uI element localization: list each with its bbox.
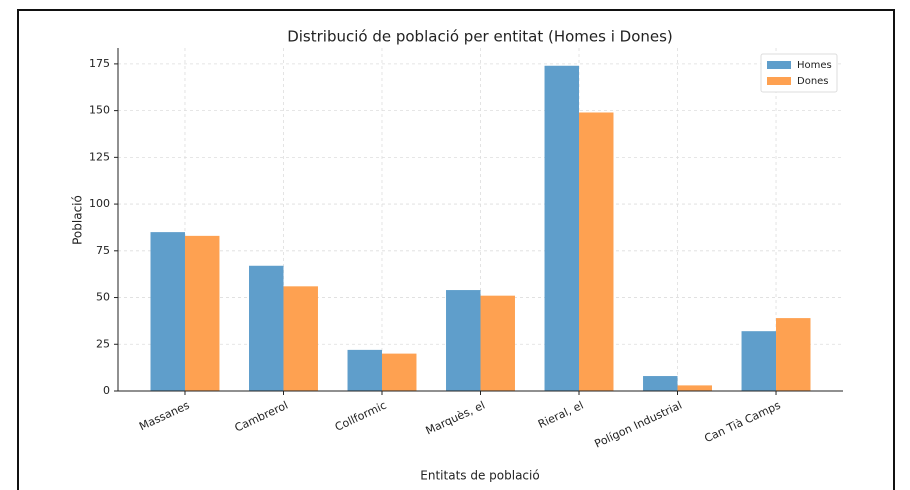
bar [347,349,382,391]
bar [776,318,811,391]
bar [741,331,777,391]
y-tick-label: 75 [96,244,110,257]
bar [184,235,220,391]
y-tick-label: 25 [96,337,110,350]
x-tick-label: Massanes [137,399,192,434]
bar [579,112,614,392]
legend-swatch [767,61,791,69]
legend-label: Dones [797,76,829,87]
bar [381,353,417,391]
x-tick-label: Cambrerol [233,399,290,435]
y-axis-label: Població [71,195,85,245]
bar [283,286,318,391]
y-tick-label: 125 [89,150,110,163]
legend-label: Homes [797,60,832,71]
bar [150,232,185,391]
x-axis-label: Entitats de població [420,469,539,483]
bar [446,290,481,391]
y-tick-label: 50 [96,291,110,304]
bar [643,376,678,391]
legend-swatch [767,77,791,85]
x-tick-label: Rieral, el [536,399,586,431]
y-tick-label: 175 [89,57,110,70]
bar [249,265,284,391]
x-tick-label: Collformic [333,399,389,434]
chart-title: Distribució de població per entitat (Hom… [287,28,673,46]
bar [677,385,712,391]
x-tick-label: Can Tià Camps [702,399,782,446]
y-tick-label: 150 [89,104,110,117]
x-tick-label: Polígon Industrial [593,399,684,451]
y-tick-label: 0 [103,384,110,397]
bar [544,65,580,391]
x-tick-label: Marquès, el [424,399,487,438]
frame [17,9,895,490]
y-tick-label: 100 [89,197,110,210]
bar [480,295,515,391]
